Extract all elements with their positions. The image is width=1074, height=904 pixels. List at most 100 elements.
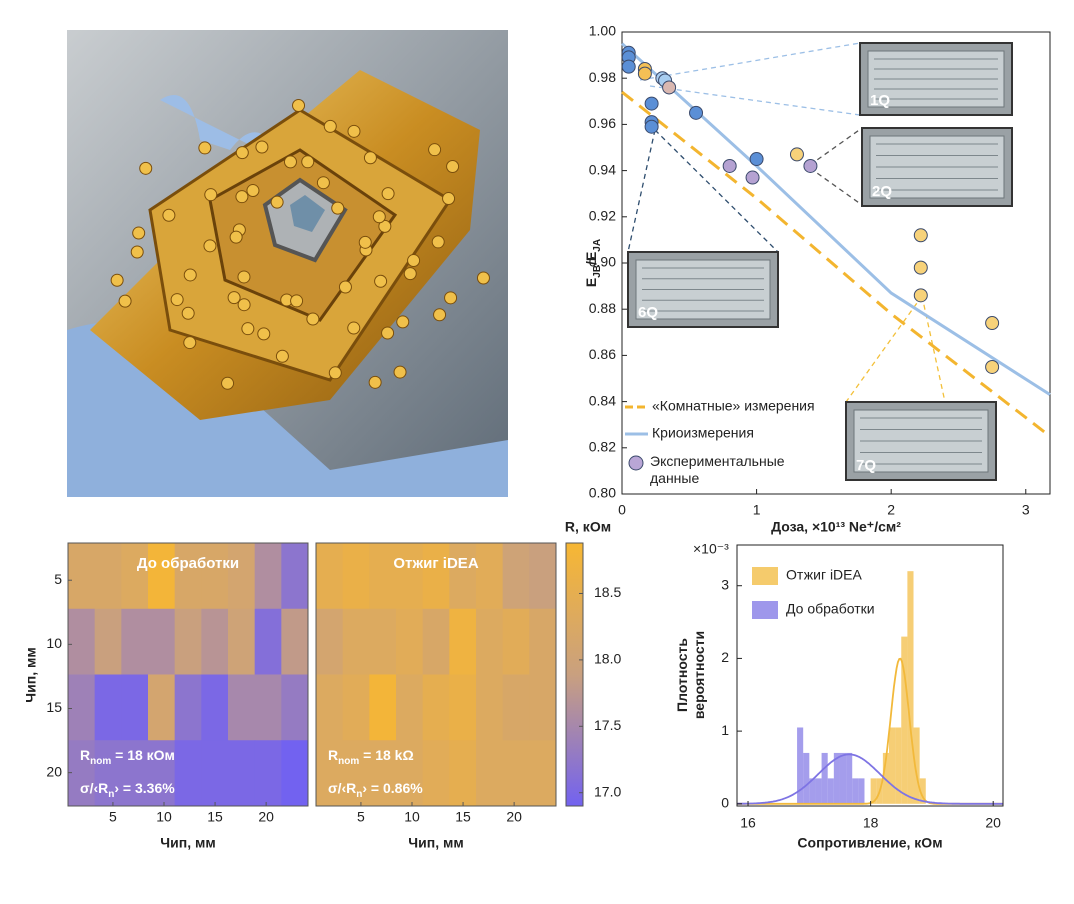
histogram-bar [870, 778, 877, 804]
heatmap-cell [281, 740, 309, 807]
x-axis-label: Сопротивление, кОм [797, 835, 942, 851]
heatmap-cell [316, 608, 344, 675]
text-part: σ/‹R [80, 780, 108, 796]
subscript: nom [338, 756, 359, 767]
legend-label: «Комнатные» измерения [652, 398, 815, 414]
legend-label: Экспериментальные данные [650, 453, 785, 486]
data-point [621, 59, 636, 74]
y-tick-label: 0.88 [589, 300, 616, 316]
photo-pin [372, 210, 386, 224]
heatmap-cell [228, 740, 256, 807]
photo-pin [132, 226, 146, 240]
legend-label: Криоизмерения [652, 425, 754, 441]
y-tick-label: 0.86 [589, 346, 616, 362]
heatmap-cell [369, 674, 397, 741]
x-axis-label: Доза, ×10¹³ Ne⁺/см² [771, 519, 901, 535]
heatmap-cell [502, 608, 530, 675]
photo-pin [290, 294, 304, 308]
legend-swatch [752, 567, 778, 585]
heatmap-cell [316, 674, 344, 741]
photo-pin [283, 155, 297, 169]
histogram-bar [895, 727, 902, 804]
subscript: JA [592, 239, 603, 252]
heatmap-cell [94, 543, 122, 610]
x-tick-label: 3 [1022, 502, 1030, 518]
x-tick-label: 5 [109, 809, 117, 825]
heatmap-cell [68, 740, 96, 807]
fit-line [620, 42, 1051, 396]
photo-pin [246, 184, 260, 198]
legend-label: До обработки [786, 601, 875, 617]
x-tick-label: 0 [618, 502, 626, 518]
heatmap-cell [174, 543, 202, 610]
histogram-bar [809, 778, 816, 804]
photo-pin [255, 140, 269, 154]
legend-label: Отжиг iDEA [786, 567, 863, 583]
inset-label: 7Q [856, 457, 876, 474]
photo-pin [446, 159, 460, 173]
text-part: R [80, 747, 90, 763]
colorbar-label: R, кОм [565, 519, 611, 535]
heatmap-frame [67, 542, 309, 807]
photo-pin [203, 239, 217, 253]
photo-pin [306, 312, 320, 326]
subscript: nom [90, 756, 111, 767]
data-point [689, 105, 704, 120]
photo-pin [235, 190, 249, 204]
heatmap-cell [529, 608, 557, 675]
y-tick-label: 2 [721, 649, 729, 665]
data-point [749, 152, 764, 167]
histogram-bar [901, 636, 908, 804]
photo-pin [368, 375, 382, 389]
photo-pin [204, 188, 218, 202]
inset-label: 1Q [870, 92, 890, 109]
y-tick-label: 0.80 [589, 485, 616, 501]
histogram-bar [797, 727, 804, 804]
photo-pin [323, 119, 337, 133]
text-part: = 18 кОм [111, 747, 175, 763]
y-axis-label-text: Плотность вероятности [674, 630, 707, 720]
photo-pin [181, 306, 195, 320]
data-point [644, 96, 659, 111]
heatmap-cell [68, 608, 96, 675]
histogram-bar [821, 752, 828, 804]
y-tick-label: 1 [721, 722, 729, 738]
fit-curve [737, 657, 1003, 805]
heatmap-cell [342, 543, 370, 610]
heatmap-cell [121, 608, 149, 675]
photo-pin [162, 208, 176, 222]
heatmap-cell [201, 740, 229, 807]
photo-pin [338, 280, 352, 294]
data-point [662, 80, 677, 95]
colorbar-tick-label: 17.5 [594, 717, 621, 733]
heatmap-cell [201, 543, 229, 610]
heatmap-cell [68, 674, 96, 741]
photo-pin [227, 291, 241, 305]
subscript: n [108, 789, 114, 800]
photo-pin [270, 195, 284, 209]
heatmap-cell [342, 608, 370, 675]
heatmap-cell [449, 543, 477, 610]
heatmap-cell [396, 608, 424, 675]
data-point [913, 288, 928, 303]
panel-title: До обработки [137, 555, 239, 572]
photo-pin [221, 376, 235, 390]
heatmap-cell [316, 543, 344, 610]
text-part: = 18 kΩ [359, 747, 413, 763]
heatmap-cell [174, 608, 202, 675]
y-tick-label: 1.00 [589, 23, 616, 39]
heatmap-cell [148, 543, 176, 610]
heatmap-cell [476, 608, 504, 675]
heatmap-cell [228, 543, 256, 610]
heatmap-cell [529, 543, 557, 610]
photo-pin [347, 321, 361, 335]
histogram-bar [919, 778, 926, 804]
data-point [644, 119, 659, 134]
heatmap-cell [449, 674, 477, 741]
x-axis-label: Чип, мм [160, 835, 215, 851]
legend-swatch [628, 455, 644, 471]
heatmap-cell [121, 740, 149, 807]
histogram-bar [846, 752, 853, 804]
text-part: E [583, 278, 599, 287]
x-tick-label: 2 [887, 502, 895, 518]
